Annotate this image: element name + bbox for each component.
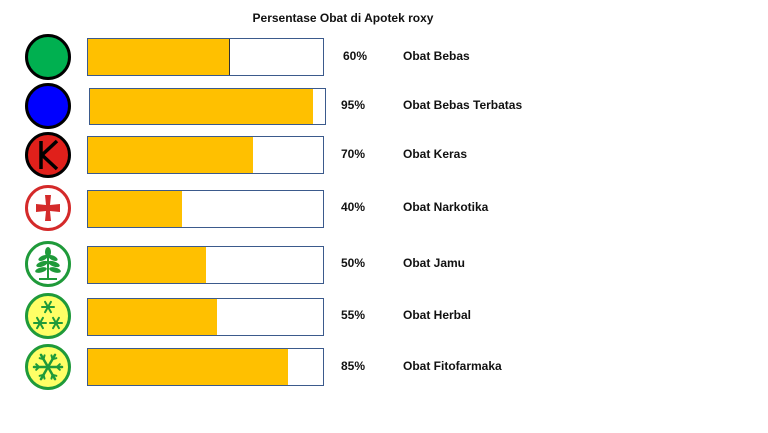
- bar-obat-herbal: [88, 299, 218, 335]
- bar-track: [87, 38, 324, 76]
- category-label: Obat Herbal: [403, 308, 472, 322]
- bar-track: [89, 88, 326, 125]
- obat-narkotika-icon: [24, 184, 72, 232]
- category-label: Obat Jamu: [403, 256, 466, 270]
- value-label: 60%: [343, 49, 368, 63]
- chart-title: Persentase Obat di Apotek roxy: [252, 11, 434, 25]
- bar-track: [87, 246, 324, 284]
- obat-herbal-icon: [24, 292, 72, 340]
- value-label: 40%: [341, 200, 366, 214]
- obat-bebas-terbatas-icon: [24, 82, 72, 130]
- bar-obat-keras: [88, 137, 253, 173]
- bar-obat-bebas: [88, 39, 230, 75]
- bar-obat-jamu: [88, 247, 206, 283]
- bar-track: [87, 190, 324, 228]
- category-label: Obat Bebas Terbatas: [403, 98, 523, 112]
- obat-jamu-icon: [24, 240, 72, 288]
- bar-obat-fitofarmaka: [88, 349, 288, 385]
- value-label: 55%: [341, 308, 366, 322]
- bar-track: [87, 136, 324, 174]
- category-label: Obat Bebas: [403, 49, 470, 63]
- obat-fitofarmaka-icon: [24, 343, 72, 391]
- bar-track: [87, 298, 324, 336]
- value-label: 85%: [341, 359, 366, 373]
- category-label: Obat Narkotika: [403, 200, 489, 214]
- category-label: Obat Fitofarmaka: [403, 359, 502, 373]
- bar-obat-narkotika: [88, 191, 182, 227]
- value-label: 50%: [341, 256, 366, 270]
- bar-track: [87, 348, 324, 386]
- bar-obat-bebas-terbatas: [90, 89, 314, 124]
- category-label: Obat Keras: [403, 147, 468, 161]
- obat-keras-icon: [24, 131, 72, 179]
- obat-bebas-icon: [24, 33, 72, 81]
- value-label: 95%: [341, 98, 366, 112]
- value-label: 70%: [341, 147, 366, 161]
